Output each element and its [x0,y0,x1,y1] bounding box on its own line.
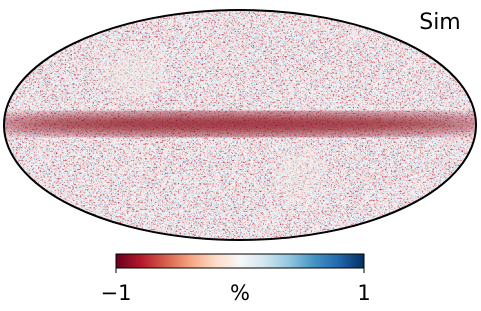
sky-map [4,10,476,240]
map-label: Sim [419,10,461,35]
colorbar-unit: % [230,281,250,305]
colorbar-tick-label: −1 [101,281,132,305]
colorbar [115,253,365,269]
bright-region [105,53,165,97]
galactic-plane [4,113,476,135]
bright-region [275,145,325,205]
map-outline [3,9,477,241]
colorbar-tick-label: 1 [357,281,370,305]
